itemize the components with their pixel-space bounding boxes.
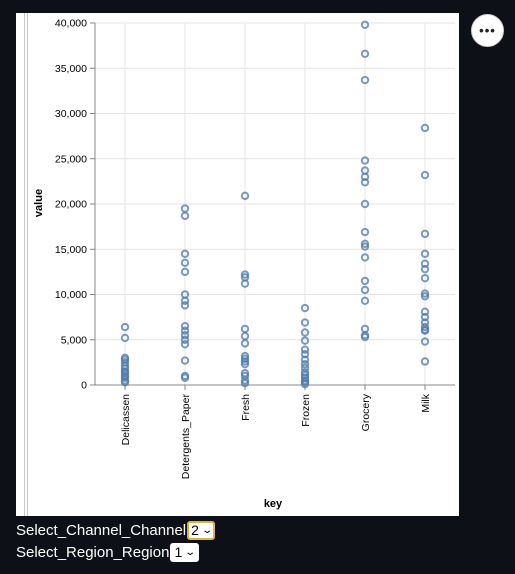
data-point bbox=[360, 242, 370, 251]
data-point bbox=[300, 328, 310, 337]
gridlines bbox=[95, 22, 455, 386]
more-options-button[interactable]: ••• bbox=[471, 14, 504, 47]
data-point bbox=[180, 331, 190, 340]
scatter-chart: 0 5,000 10,000 15,000 20,000 25,000 30,000 35,0… bbox=[33, 18, 455, 510]
data-point bbox=[180, 321, 190, 331]
data-point bbox=[360, 253, 370, 262]
data-point bbox=[360, 296, 370, 306]
x-tick-label: Frozen bbox=[300, 394, 312, 427]
data-point bbox=[420, 229, 430, 239]
data-point bbox=[180, 267, 190, 277]
channel-select-value: 2 bbox=[191, 522, 199, 538]
data-point bbox=[360, 49, 370, 58]
data-point bbox=[360, 75, 370, 85]
chevron-down-icon: ⌄ bbox=[184, 546, 197, 558]
data-point bbox=[420, 326, 430, 335]
data-point bbox=[360, 276, 370, 286]
data-point bbox=[360, 20, 370, 30]
y-tick-label: 0 bbox=[81, 380, 87, 392]
data-points bbox=[120, 20, 430, 389]
y-tick-label: 25,000 bbox=[55, 153, 87, 165]
data-point bbox=[300, 303, 310, 313]
data-point bbox=[240, 378, 250, 388]
data-point bbox=[180, 356, 190, 365]
x-tick-label: Fresh bbox=[240, 394, 252, 421]
data-point bbox=[240, 279, 250, 288]
x-tick-label: Milk bbox=[420, 393, 432, 412]
data-point bbox=[300, 336, 310, 345]
channel-select[interactable]: 2 ⌄ bbox=[187, 520, 216, 540]
data-point bbox=[180, 249, 190, 258]
data-point bbox=[240, 191, 250, 201]
data-point bbox=[120, 333, 130, 343]
channel-select-label: Select_Channel_Channel bbox=[16, 521, 187, 539]
data-point bbox=[360, 227, 370, 237]
y-tick-label: 40,000 bbox=[55, 18, 87, 30]
data-point bbox=[420, 264, 430, 274]
data-point bbox=[180, 340, 190, 349]
y-tick-label: 35,000 bbox=[55, 63, 87, 75]
region-select-label: Select_Region_Region bbox=[16, 543, 170, 561]
data-point bbox=[180, 258, 190, 268]
data-point bbox=[360, 178, 370, 187]
data-point bbox=[420, 170, 430, 180]
data-point bbox=[180, 211, 190, 220]
channel-select-row: Select_Channel_Channel 2 ⌄ bbox=[16, 520, 216, 540]
data-point bbox=[240, 339, 250, 348]
data-point bbox=[180, 373, 190, 382]
data-point bbox=[300, 359, 310, 369]
data-point bbox=[120, 378, 130, 387]
data-point bbox=[420, 274, 430, 283]
more-horizontal-icon: ••• bbox=[479, 23, 496, 38]
data-point bbox=[420, 337, 430, 346]
x-tick-label: Detergents_Paper bbox=[180, 394, 192, 480]
chevron-down-icon: ⌄ bbox=[201, 524, 214, 536]
x-tick-label: Grocery bbox=[360, 393, 372, 431]
y-tick-label: 15,000 bbox=[55, 244, 87, 256]
data-point bbox=[420, 292, 430, 301]
data-point bbox=[180, 296, 190, 306]
data-point bbox=[420, 123, 430, 133]
x-tick-label: Delicassen bbox=[120, 394, 132, 446]
y-tick-label: 10,000 bbox=[55, 289, 87, 301]
data-point bbox=[420, 249, 430, 258]
region-select[interactable]: 1 ⌄ bbox=[170, 542, 199, 562]
y-tick-label: 20,000 bbox=[55, 199, 87, 211]
data-point bbox=[360, 156, 370, 165]
x-axis-label: key bbox=[264, 498, 283, 510]
data-point bbox=[360, 285, 370, 295]
data-point bbox=[360, 199, 370, 209]
data-point bbox=[240, 359, 250, 369]
data-point bbox=[120, 322, 130, 332]
x-tick-labels: Delicassen Detergents_Paper Fresh Frozen Gro… bbox=[120, 393, 432, 479]
y-tick-label: 5,000 bbox=[61, 334, 87, 346]
data-point bbox=[180, 326, 190, 335]
data-point bbox=[300, 318, 310, 327]
chart-panel: 0 5,000 10,000 15,000 20,000 25,000 30,000 35,0… bbox=[16, 13, 459, 516]
panel-divider bbox=[27, 13, 28, 516]
data-point bbox=[180, 301, 190, 310]
data-point bbox=[180, 335, 190, 344]
y-axis-label: value bbox=[33, 189, 45, 217]
data-point bbox=[300, 379, 310, 389]
axes bbox=[90, 22, 455, 390]
y-tick-label: 30,000 bbox=[55, 108, 87, 120]
data-point bbox=[300, 355, 310, 364]
region-select-value: 1 bbox=[174, 544, 183, 560]
region-select-row: Select_Region_Region 1 ⌄ bbox=[16, 542, 199, 562]
data-point bbox=[360, 332, 370, 342]
panel-divider bbox=[24, 13, 25, 516]
y-tick-labels: 0 5,000 10,000 15,000 20,000 25,000 30,000 35,0… bbox=[55, 18, 87, 392]
data-point bbox=[300, 345, 310, 354]
data-point bbox=[420, 357, 430, 366]
